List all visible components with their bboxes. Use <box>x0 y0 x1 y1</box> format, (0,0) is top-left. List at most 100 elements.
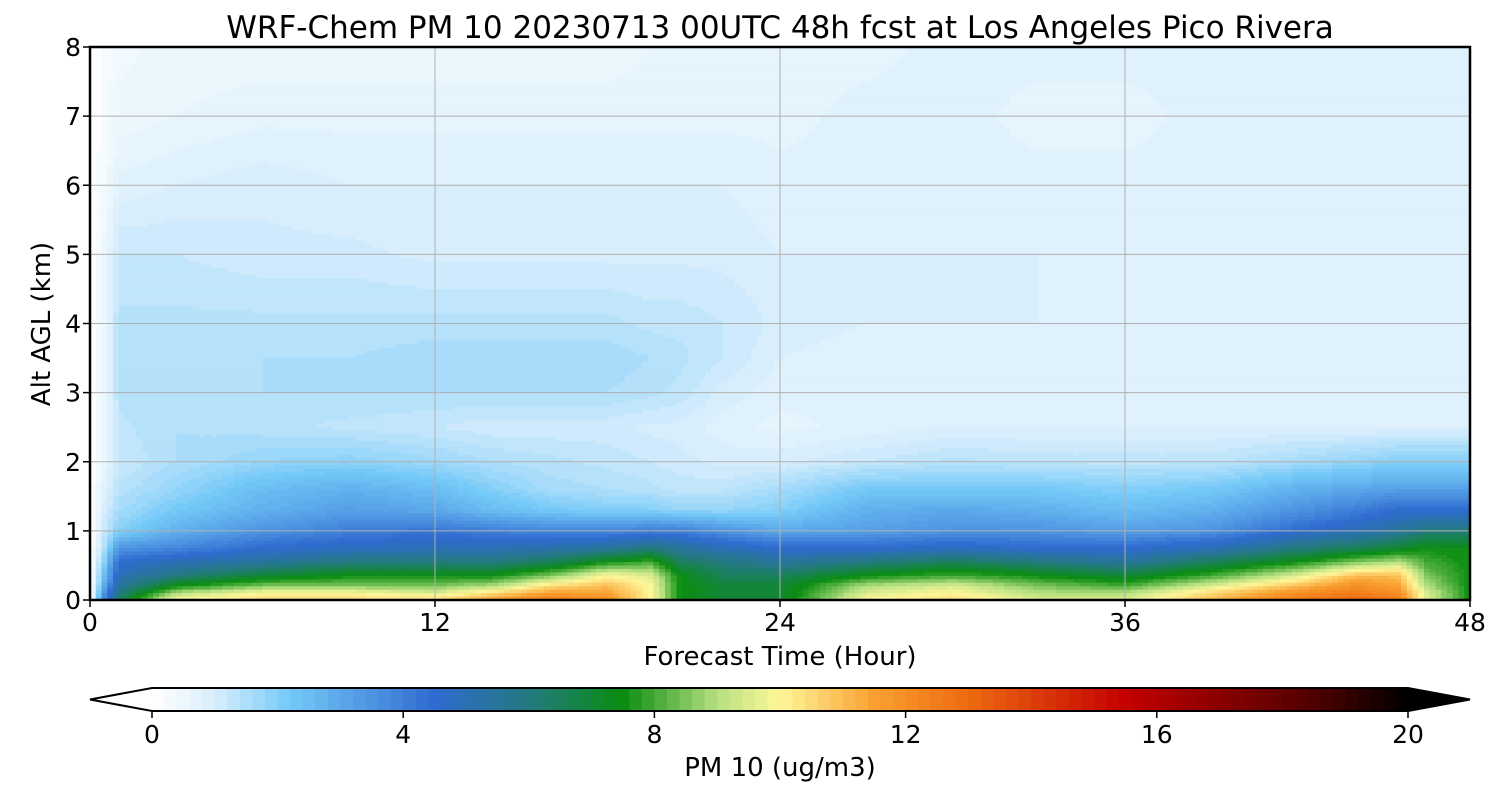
contour-cell <box>958 75 964 79</box>
contour-cell <box>889 54 895 58</box>
contour-cell <box>740 75 746 79</box>
contour-cell <box>585 75 591 79</box>
contour-cell <box>418 75 424 79</box>
contour-cell <box>654 92 660 96</box>
contour-cell <box>682 99 688 103</box>
contour-cell <box>228 54 234 58</box>
contour-cell <box>648 54 654 58</box>
contour-cell <box>866 64 872 68</box>
contour-cell <box>769 75 775 79</box>
contour-cell <box>257 99 263 103</box>
contour-cell <box>182 75 188 79</box>
contour-cell <box>579 54 585 58</box>
contour-cell <box>1344 71 1350 75</box>
contour-cell <box>182 88 188 92</box>
contour-cell <box>464 54 470 58</box>
contour-cell <box>107 82 113 86</box>
contour-cell <box>343 82 349 86</box>
contour-cell <box>1177 64 1183 68</box>
contour-cell <box>510 99 516 103</box>
contour-cell <box>728 71 734 75</box>
contour-cell <box>964 54 970 58</box>
contour-cell <box>1223 82 1229 86</box>
contour-cell <box>763 64 769 68</box>
contour-cell <box>947 88 953 92</box>
contour-cell <box>113 64 119 68</box>
contour-cell <box>286 54 292 58</box>
contour-cell <box>1395 54 1401 58</box>
contour-cell <box>987 54 993 58</box>
contour-cell <box>763 82 769 86</box>
contour-cell <box>1349 88 1355 92</box>
contour-cell <box>935 64 941 68</box>
contour-cell <box>125 57 131 61</box>
contour-cell <box>228 88 234 92</box>
contour-cell <box>1229 88 1235 92</box>
contour-cell <box>740 64 746 68</box>
contour-cell <box>136 99 142 103</box>
contour-cell <box>958 99 964 103</box>
contour-cell <box>659 54 665 58</box>
contour-cell <box>1154 88 1160 92</box>
contour-cell <box>176 92 182 96</box>
contour-cell <box>907 92 913 96</box>
contour-cell <box>1246 54 1252 58</box>
contour-cell <box>1361 71 1367 75</box>
contour-cell <box>579 71 585 75</box>
contour-cell <box>619 92 625 96</box>
contour-cell <box>694 99 700 103</box>
contour-cell <box>1154 82 1160 86</box>
contour-cell <box>188 64 194 68</box>
contour-cell <box>1062 82 1068 86</box>
contour-cell <box>194 88 200 92</box>
contour-cell <box>987 75 993 79</box>
contour-cell <box>872 82 878 86</box>
contour-cell <box>464 75 470 79</box>
contour-cell <box>1039 75 1045 79</box>
contour-cell <box>579 57 585 61</box>
contour-cell <box>1022 54 1028 58</box>
contour-cell <box>343 75 349 79</box>
contour-cell <box>125 88 131 92</box>
contour-cell <box>96 64 102 68</box>
contour-cell <box>1234 64 1240 68</box>
contour-cell <box>832 64 838 68</box>
contour-cell <box>452 75 458 79</box>
contour-cell <box>734 99 740 103</box>
contour-cell <box>1436 75 1442 79</box>
contour-cell <box>625 64 631 68</box>
contour-cell <box>889 71 895 75</box>
contour-cell <box>631 75 637 79</box>
contour-cell <box>556 64 562 68</box>
contour-cell <box>855 99 861 103</box>
contour-cell <box>1418 88 1424 92</box>
contour-cell <box>1292 92 1298 96</box>
contour-cell <box>1246 64 1252 68</box>
contour-cell <box>740 92 746 96</box>
contour-cell <box>1413 75 1419 79</box>
contour-cell <box>378 92 384 96</box>
contour-cell <box>1016 64 1022 68</box>
contour-cell <box>1384 57 1390 61</box>
contour-cell <box>1286 82 1292 86</box>
contour-cell <box>1022 64 1028 68</box>
contour-cell <box>579 64 585 68</box>
contour-cell <box>1068 75 1074 79</box>
contour-cell <box>418 57 424 61</box>
contour-cell <box>533 54 539 58</box>
contour-cell <box>861 71 867 75</box>
contour-cell <box>383 99 389 103</box>
contour-cell <box>625 71 631 75</box>
contour-cell <box>297 92 303 96</box>
contour-cell <box>464 57 470 61</box>
contour-cell <box>458 99 464 103</box>
contour-cell <box>136 82 142 86</box>
contour-cell <box>1298 88 1304 92</box>
contour-cell <box>1332 57 1338 61</box>
contour-cell <box>792 99 798 103</box>
contour-cell <box>464 82 470 86</box>
contour-cell <box>1050 71 1056 75</box>
contour-cell <box>1194 75 1200 79</box>
contour-cell <box>1056 92 1062 96</box>
